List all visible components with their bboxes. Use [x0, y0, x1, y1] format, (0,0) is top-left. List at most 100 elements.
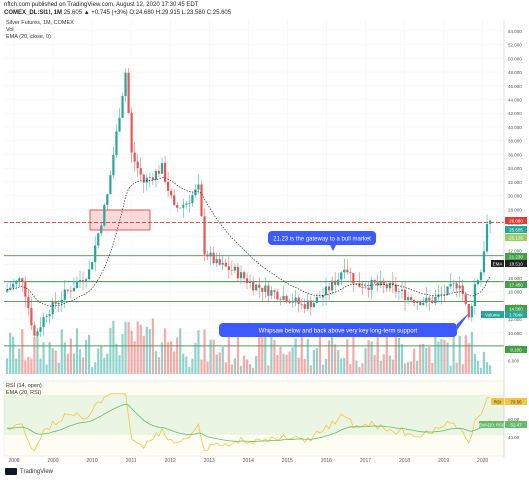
candle-body	[69, 290, 72, 292]
volume-bar	[288, 351, 291, 374]
candle-body	[315, 296, 319, 304]
volume-bar	[282, 353, 285, 374]
volume-bar	[173, 351, 176, 374]
volume-bar	[94, 362, 97, 374]
candle-body	[182, 204, 185, 208]
candle-body	[136, 161, 139, 169]
symbol-line: COMEX_DL:SI1!, 1M 25.605 ▲ +0.745 (+3%) …	[4, 10, 231, 16]
candle-body	[106, 194, 109, 205]
price-tick-label: 54.000	[508, 29, 522, 34]
volume-bar	[121, 333, 124, 374]
rsi-tick-label: 40.00	[508, 435, 520, 440]
candle-body	[318, 296, 322, 298]
volume-bar	[206, 361, 209, 374]
candle-body	[242, 272, 246, 279]
candle-body	[115, 131, 118, 155]
candle-body	[112, 154, 115, 176]
candle-body	[54, 301, 57, 304]
candle-body	[142, 174, 145, 183]
volume-bar	[397, 337, 401, 374]
volume-bar	[388, 355, 391, 374]
volume-bar	[318, 336, 322, 374]
year-label: 2014	[243, 458, 254, 464]
candle-body	[443, 294, 446, 295]
candle-body	[203, 216, 206, 255]
volume-bar	[115, 343, 118, 374]
legend-rsi: RSI (14, open)	[6, 383, 42, 389]
volume-bar	[291, 347, 294, 374]
candle-body	[160, 163, 164, 174]
price-badges: 26.080 25.605 25.135 21.230 EMA 18.510 1…	[479, 217, 527, 428]
badge-rsi-ema-value: 52.47	[510, 423, 522, 428]
candle-body	[57, 302, 60, 304]
candle-body	[227, 266, 230, 271]
candle-body	[261, 287, 264, 292]
candle-body	[215, 259, 218, 264]
volume-bar	[327, 340, 331, 374]
volume-bar	[485, 362, 489, 374]
price-line: 25.605 ▲ +0.745 (+3%) O:24.680 H:29.915 …	[63, 10, 232, 16]
volume-bar	[136, 321, 139, 374]
volume-bar	[428, 346, 431, 374]
price-tick-label: 52.000	[508, 43, 522, 48]
badge-price-red: 26.080	[509, 219, 523, 224]
candle-body	[252, 281, 255, 291]
volume-bar	[124, 321, 127, 374]
volume-bar	[331, 336, 334, 374]
candle-body	[9, 287, 12, 290]
candle-body	[18, 278, 21, 281]
volume-bar	[264, 331, 267, 374]
volume-bar	[479, 367, 483, 374]
candle-body	[21, 278, 24, 282]
volume-bar	[57, 362, 60, 374]
candle-body	[479, 272, 483, 281]
volume-bar	[6, 358, 9, 374]
volume-bar	[364, 348, 367, 374]
volume-bar	[249, 364, 252, 374]
volume-bar	[279, 346, 282, 374]
price-tick-label: 6.000	[508, 358, 520, 363]
volume-bar	[233, 358, 237, 374]
volume-bar	[276, 354, 279, 374]
year-label: 2012	[165, 458, 176, 464]
volume-bar	[188, 366, 191, 374]
candle-body	[485, 224, 489, 252]
volume-bar	[422, 343, 425, 374]
candle-body	[170, 190, 173, 196]
volume-bar	[443, 339, 446, 374]
volume-bar	[18, 348, 21, 374]
volume-bar	[452, 331, 455, 374]
candle-body	[294, 297, 297, 303]
candle-body	[452, 283, 455, 284]
volume-bar	[258, 333, 261, 374]
candle-body	[157, 170, 161, 174]
volume-bar	[51, 348, 54, 374]
volume-bar	[118, 355, 121, 374]
volume-bar	[160, 342, 164, 374]
candle-body	[464, 294, 467, 304]
volume-bar	[157, 357, 161, 374]
candle-body	[334, 280, 337, 285]
tradingview-logo-icon	[5, 468, 17, 475]
volume-bar	[9, 332, 12, 374]
volume-bar	[194, 342, 197, 374]
candle-body	[488, 220, 492, 225]
volume-bar	[337, 350, 340, 374]
candle-body	[103, 204, 106, 226]
candle-body	[221, 262, 224, 265]
legend-rsi-ema: EMA (20, RSI)	[6, 390, 42, 396]
candle-body	[233, 266, 237, 271]
badge-level-1745: 17.450	[509, 283, 523, 288]
annotation-gateway: 21.23 is the gateway to a bull market	[268, 231, 376, 251]
candle-body	[306, 300, 309, 309]
volume-bar	[72, 353, 76, 374]
candle-body	[388, 282, 391, 289]
volume-bar	[370, 341, 373, 374]
footer[interactable]: TradingView	[5, 468, 53, 475]
volume-bar	[419, 344, 422, 374]
candle-body	[391, 282, 394, 285]
price-tick-label: 44.000	[508, 97, 522, 102]
candle-body	[179, 207, 182, 209]
candle-body	[352, 273, 355, 284]
